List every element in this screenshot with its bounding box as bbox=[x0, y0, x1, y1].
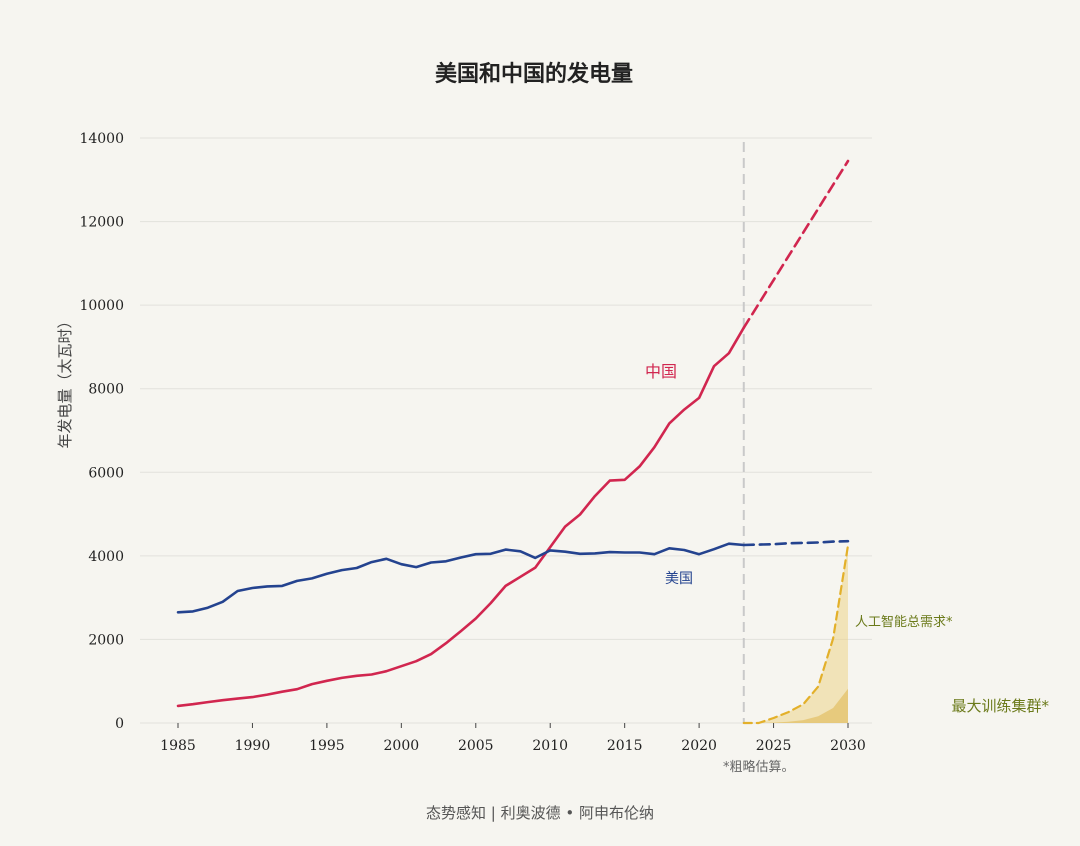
y-tick-label-4000: 4000 bbox=[88, 549, 124, 565]
y-tick-label-6000: 6000 bbox=[88, 465, 124, 481]
annotation-china: 中国 bbox=[645, 362, 677, 381]
annotation-usa: 美国 bbox=[665, 571, 693, 587]
area-layer bbox=[743, 545, 848, 723]
gridlines bbox=[140, 137, 872, 724]
x-tick-label-2000: 2000 bbox=[384, 738, 420, 754]
y-tick-label-10000: 10000 bbox=[79, 298, 124, 314]
y-tick-label-0: 0 bbox=[115, 716, 124, 732]
x-tick-label-2015: 2015 bbox=[607, 738, 643, 754]
footer-credit: 态势感知 | 利奥波德 • 阿申布伦纳 bbox=[426, 804, 654, 822]
series-lines bbox=[176, 159, 850, 725]
series-line-usa bbox=[176, 542, 746, 614]
x-tick-label-2030: 2030 bbox=[830, 738, 866, 754]
series-line-ai-projection bbox=[742, 544, 850, 725]
y-axis-label: 年发电量（太瓦时） bbox=[56, 313, 74, 448]
x-tick-label-1995: 1995 bbox=[309, 738, 345, 754]
y-tick-label-8000: 8000 bbox=[88, 382, 124, 398]
x-tick-label-2010: 2010 bbox=[532, 738, 568, 754]
series-line-usa-projection bbox=[742, 539, 850, 547]
x-tick-label-2025: 2025 bbox=[756, 738, 792, 754]
x-tick-label-2020: 2020 bbox=[681, 738, 717, 754]
series-line-china bbox=[176, 326, 746, 708]
annotation-ai: 人工智能总需求* bbox=[855, 615, 953, 630]
y-tick-label-14000: 14000 bbox=[79, 131, 124, 147]
x-tick-label-1985: 1985 bbox=[160, 738, 196, 754]
series-line-china-projection bbox=[742, 159, 850, 329]
y-tick-label-12000: 12000 bbox=[79, 215, 124, 231]
x-tick-label-1990: 1990 bbox=[235, 738, 271, 754]
x-tick-label-2005: 2005 bbox=[458, 738, 494, 754]
training-cluster-area bbox=[743, 688, 848, 723]
chart-title: 美国和中国的发电量 bbox=[435, 61, 633, 87]
y-tick-label-2000: 2000 bbox=[88, 632, 124, 648]
annotation-cluster: 最大训练集群* bbox=[951, 697, 1049, 715]
tick-labels: 0 2000 4000 6000 8000 10000 12000 14000 1985 1990… bbox=[79, 131, 865, 754]
ai-demand-area bbox=[743, 545, 848, 723]
annotation-note: *粗略估算。 bbox=[723, 759, 795, 775]
